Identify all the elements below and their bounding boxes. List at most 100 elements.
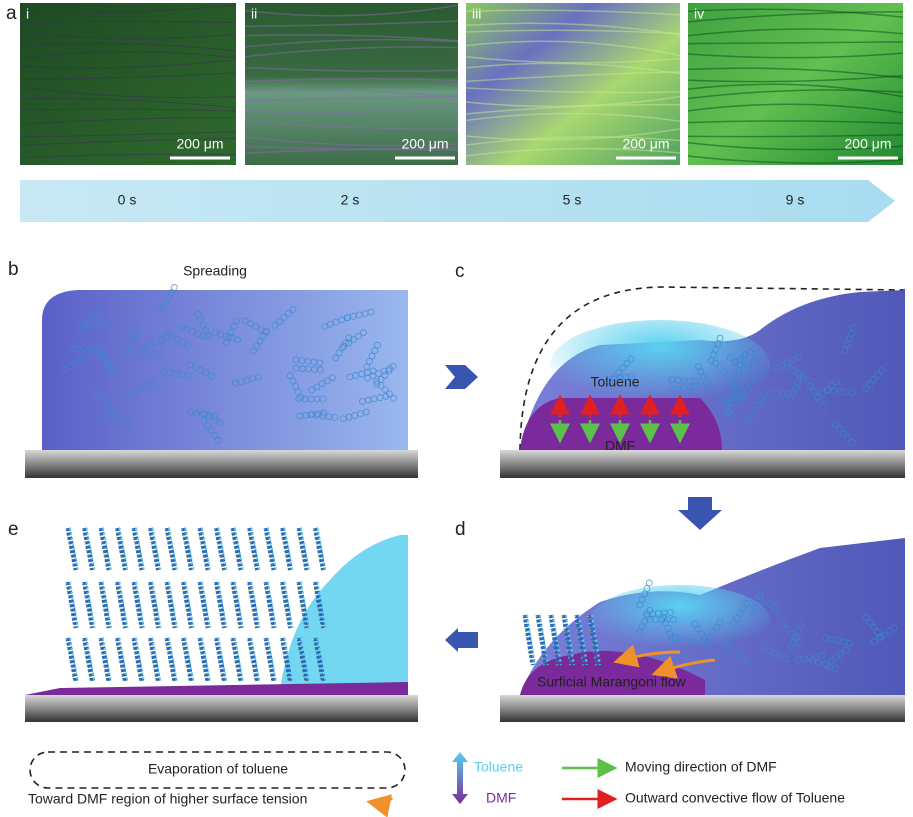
molecule [706,633,714,641]
molecule [126,418,134,426]
crystal [574,615,584,667]
molecule [794,353,802,361]
crystal [181,638,190,684]
texture-line [19,31,237,40]
molecule [103,320,111,328]
molecule [627,355,635,363]
molecule [870,623,878,631]
texture-line [19,51,237,59]
crystal [82,528,91,572]
molecule [210,412,218,420]
molecule [286,372,294,379]
crystal [65,638,75,684]
crystal [148,637,161,683]
molecule [252,323,260,330]
molecule [739,356,747,363]
molecule [373,341,381,349]
molecule [79,326,87,334]
molecule [736,361,743,369]
crystal [296,528,306,572]
molecule [700,373,707,381]
molecule [850,324,858,332]
molecule [840,430,848,437]
molecule [643,612,651,620]
dmf-film [25,682,408,695]
crystal [197,638,207,684]
texture-line [465,87,681,94]
crystal [263,637,277,683]
molecule [744,386,752,394]
molecule [319,395,327,403]
arrow [445,628,478,652]
molecule [338,344,346,352]
molecule [249,347,257,355]
molecule [819,390,827,397]
texture-line [244,34,459,42]
crystal [591,614,601,666]
molecule [773,364,780,372]
molecule [824,386,831,393]
molecule [331,413,339,421]
texture-line [687,155,904,164]
crystal [214,581,227,629]
molecule [771,649,779,657]
molecule [129,337,137,345]
molecule [734,651,742,659]
molecule [794,370,802,378]
timeline-arrow [20,180,895,222]
molecule [733,391,741,399]
molecule [779,621,787,629]
texture-line [244,20,459,28]
crystal [115,582,124,630]
molecule [833,378,840,386]
texture-line [465,62,681,75]
molecule [92,343,100,351]
molecule [751,345,759,353]
flow-label: Surficial Marangoni flow [537,674,687,690]
crystal [296,527,310,571]
marangoni-arrow [651,655,716,679]
molecule [862,385,870,393]
molecule [110,367,118,375]
molecule [697,368,705,376]
molecule [373,377,381,385]
crystal [539,614,549,666]
molecule [355,332,362,340]
crystal [98,528,108,572]
molecule [740,605,747,612]
molecule [795,627,802,635]
molecule [131,332,139,339]
crystal [164,582,174,630]
molecule [695,362,702,370]
molecule [638,596,646,603]
crystal [148,528,157,572]
molecule [107,362,114,370]
molecule [837,650,845,658]
molecule [184,342,191,349]
molecule [377,376,385,384]
crystal [115,638,124,684]
molecules [61,284,898,673]
molecule [735,379,743,386]
initial-outline [519,286,906,451]
molecule [641,590,648,598]
molecule [831,665,839,673]
molecule [878,367,885,374]
molecule [874,371,881,379]
texture-line [244,88,459,98]
crystal [148,581,161,629]
molecule [739,397,747,405]
crystal [296,637,310,683]
molecule [124,348,131,356]
molecule [733,615,741,622]
molecule [722,396,730,404]
molecule [828,382,836,389]
substrate [25,695,418,722]
molecule [723,399,731,407]
crystal [313,637,326,683]
crystal [548,614,562,666]
molecule [730,620,737,627]
molecule [297,393,305,401]
molecule [92,389,100,396]
texture-line [687,74,904,83]
